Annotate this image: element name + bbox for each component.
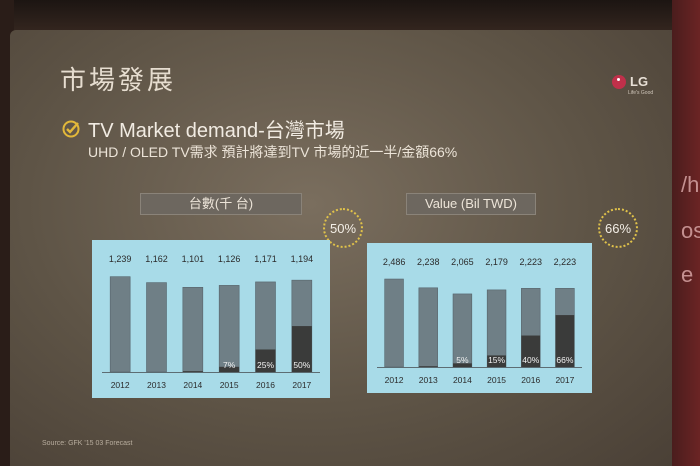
edge-text-2: os <box>681 218 700 243</box>
lg-logo-tagline: Life's Good <box>628 90 654 96</box>
room-background-right <box>672 0 700 466</box>
x-tick-2014: 2014 <box>183 380 202 390</box>
chart-title-units: 台數(千 台) <box>140 193 302 215</box>
share-label-2016: 25% <box>257 360 274 370</box>
bar-total-2014 <box>182 287 204 373</box>
total-label-2015: 2,179 <box>485 257 508 267</box>
x-tick-2012: 2012 <box>111 380 130 390</box>
value-share-callout: 66% <box>598 208 638 248</box>
heading-row: TV Market demand-台灣市場 <box>62 114 345 143</box>
bar-uhd-oled-2014 <box>453 363 472 367</box>
lg-logo: LG <box>612 74 648 89</box>
total-label-2016: 2,223 <box>519 257 542 267</box>
share-label-2017: 66% <box>556 355 573 365</box>
total-label-2017: 2,223 <box>554 257 577 267</box>
total-label-2015: 1,126 <box>218 254 241 264</box>
share-label-2016: 40% <box>522 355 539 365</box>
units-share-callout: 50% <box>323 208 363 248</box>
total-label-2014: 2,065 <box>451 257 474 267</box>
edge-text-1: /h <box>681 172 700 197</box>
bar-total-2012 <box>109 276 131 373</box>
total-label-2014: 1,101 <box>182 254 205 264</box>
bar-total-2012 <box>384 278 404 368</box>
x-tick-2012: 2012 <box>385 375 404 385</box>
chart-title-value: Value (Bil TWD) <box>406 193 536 215</box>
share-label-2017: 50% <box>293 360 310 370</box>
bar-uhd-oled-2015 <box>487 355 506 367</box>
share-label-2015: 7% <box>223 360 236 370</box>
x-tick-2013: 2013 <box>147 380 166 390</box>
slide-title: 市場發展 <box>60 65 177 95</box>
bar-uhd-oled-2013 <box>418 366 438 367</box>
lg-logo-text: LG <box>630 74 649 89</box>
x-tick-2016: 2016 <box>256 380 275 390</box>
total-label-2016: 1,171 <box>254 254 277 264</box>
value-bar-chart: 2,486 2012 2,238 2013 2,065 5% 2014 2,179 15% 201… <box>377 257 582 385</box>
edge-text-3: e <box>681 262 694 287</box>
x-tick-2017: 2017 <box>292 380 311 390</box>
checkmark-icon <box>62 120 80 137</box>
bar-uhd-oled-2016 <box>521 335 541 367</box>
share-label-2015: 15% <box>488 355 505 365</box>
bar-uhd-oled-2015 <box>219 366 240 372</box>
x-tick-2017: 2017 <box>555 375 574 385</box>
bar-uhd-oled-2014 <box>182 371 203 372</box>
x-tick-2016: 2016 <box>521 375 540 385</box>
bar-uhd-oled-2017 <box>291 326 312 372</box>
x-tick-2014: 2014 <box>453 375 472 385</box>
x-tick-2013: 2013 <box>419 375 438 385</box>
total-label-2013: 2,238 <box>417 257 440 267</box>
units-bar-chart: 1,239 2012 1,162 2013 1,101 2014 1,126 7% 2015 1,… <box>102 254 320 390</box>
bar-total-2015 <box>218 285 240 373</box>
section-heading: TV Market demand-台灣市場 <box>88 120 345 142</box>
bar-uhd-oled-2017 <box>555 315 575 367</box>
bar-total-2013 <box>418 287 438 368</box>
bar-uhd-oled-2016 <box>255 349 276 372</box>
x-tick-2015: 2015 <box>220 380 239 390</box>
total-label-2013: 1,162 <box>145 254 168 264</box>
source-note: Source: GFK '15 03 Forecast <box>42 440 133 447</box>
lg-logo-icon <box>612 74 626 89</box>
value-chart-panel: 2,486 2012 2,238 2013 2,065 5% 2014 2,179 15% 201… <box>367 243 592 393</box>
section-subheading: UHD / OLED TV需求 預計將達到TV 市場的近一半/金額66% <box>88 144 458 160</box>
share-label-2014: 5% <box>456 355 469 365</box>
total-label-2017: 1,194 <box>291 254 314 264</box>
x-tick-2015: 2015 <box>487 375 506 385</box>
units-chart-panel: 1,239 2012 1,162 2013 1,101 2014 1,126 7% 2015 1,… <box>92 240 330 398</box>
bar-total-2013 <box>146 282 167 373</box>
total-label-2012: 2,486 <box>383 257 406 267</box>
total-label-2012: 1,239 <box>109 254 132 264</box>
